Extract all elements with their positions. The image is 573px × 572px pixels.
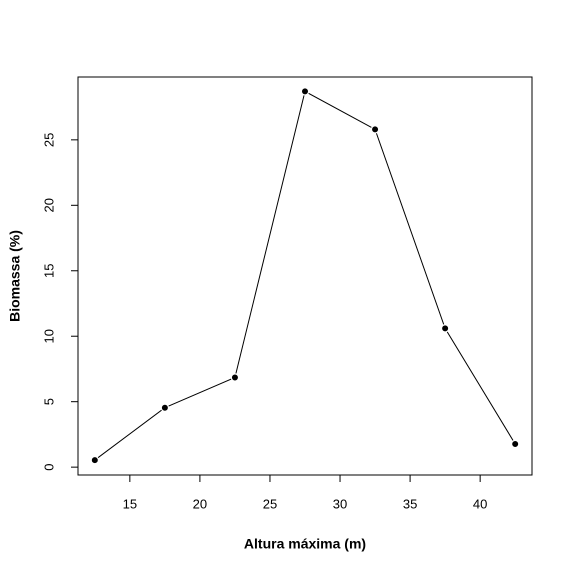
x-tick-label: 30 — [333, 496, 347, 511]
data-point — [90, 455, 100, 465]
y-tick-label: 10 — [41, 329, 56, 343]
x-tick-label: 40 — [473, 496, 487, 511]
data-point — [300, 87, 310, 96]
x-tick-label: 15 — [123, 496, 137, 511]
y-tick-label: 0 — [41, 464, 56, 471]
y-tick-label: 5 — [41, 398, 56, 405]
data-point — [440, 324, 450, 333]
data-point — [230, 373, 240, 382]
plot-box — [77, 76, 533, 476]
y-tick-label: 25 — [41, 133, 56, 147]
data-point — [370, 125, 380, 134]
x-tick-label: 20 — [193, 496, 207, 511]
data-point — [510, 439, 520, 449]
data-point — [160, 403, 170, 412]
y-axis-label: Biomassa (%) — [7, 230, 23, 322]
y-tick-label: 20 — [41, 198, 56, 212]
data-line — [94, 90, 516, 461]
x-axis-label: Altura máxima (m) — [244, 536, 366, 552]
x-tick-label: 35 — [403, 496, 417, 511]
y-tick-label: 15 — [41, 264, 56, 278]
x-tick-label: 25 — [263, 496, 277, 511]
